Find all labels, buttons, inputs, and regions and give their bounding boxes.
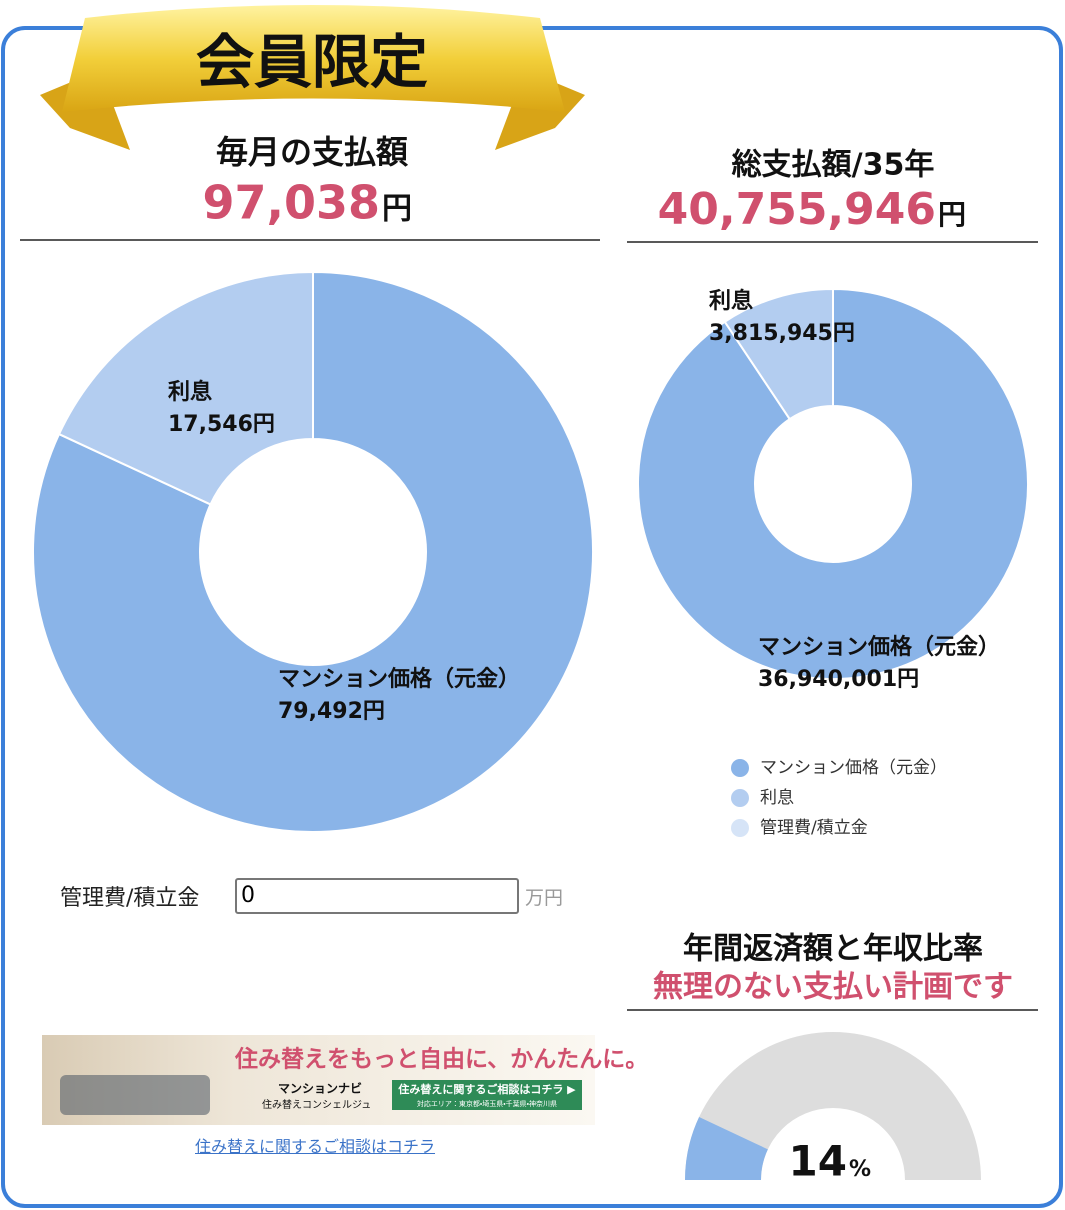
fee-label: 管理費/積立金 — [60, 886, 200, 911]
slice-name: 利息 — [168, 379, 212, 405]
legend-label: 管理費/積立金 — [760, 818, 868, 838]
fee-unit: 万円 — [525, 887, 564, 909]
slice-name: 利息 — [709, 288, 753, 314]
banner-photo — [60, 1075, 210, 1115]
gauge-track — [685, 1032, 981, 1180]
legend-swatch — [731, 759, 749, 777]
banner[interactable]: 住み替えをもっと自由に、かんたんに。 マンションナビ 住み替えコンシェルジュ 住… — [42, 1035, 648, 1125]
banner-headline: 住み替えをもっと自由に、かんたんに。 — [234, 1046, 648, 1073]
gauge-fill — [685, 1116, 768, 1180]
slice-value: 79,492円 — [278, 699, 385, 724]
legend-swatch — [731, 819, 749, 837]
gauge-value: 14 — [789, 1137, 847, 1186]
donut-slice — [32, 270, 594, 833]
banner-button-text: 住み替えに関するご相談はコチラ ▶ — [397, 1082, 576, 1096]
slice-value: 3,815,945円 — [709, 321, 855, 346]
donut-slice — [723, 287, 834, 421]
legend-label: 利息 — [760, 788, 794, 808]
slice-name: マンション価格（元金） — [758, 634, 1000, 660]
total-unit: 円 — [938, 198, 966, 231]
ribbon — [62, 5, 565, 112]
monthly-title: 毎月の支払額 — [216, 133, 409, 171]
badge-text: 会員限定 — [196, 28, 428, 96]
total-title: 総支払額/35年 — [732, 148, 935, 183]
gauge-subtitle: 無理のない支払い計画です — [653, 970, 1013, 1005]
slice-value: 17,546円 — [168, 412, 275, 437]
fee-input[interactable]: 0 — [235, 878, 519, 914]
banner-brand: マンションナビ — [278, 1081, 362, 1096]
banner-area: 対応エリア：東京都・埼玉県・千葉県・神奈川県 — [417, 1099, 557, 1108]
monthly-amount: 97,038 — [202, 176, 380, 230]
slice-value: 36,940,001円 — [758, 667, 919, 692]
slice-name: マンション価格（元金） — [278, 666, 520, 692]
total-amount: 40,755,946 — [658, 184, 936, 235]
legend-label: マンション価格（元金） — [760, 758, 947, 778]
donut-slice — [57, 270, 314, 506]
consult-link[interactable]: 住み替えに関するご相談はコチラ — [195, 1137, 436, 1156]
donut-slice — [637, 287, 1029, 680]
monthly-unit: 円 — [382, 192, 412, 227]
banner-button[interactable] — [392, 1080, 582, 1110]
gauge-title: 年間返済額と年収比率 — [683, 932, 983, 967]
legend-swatch — [731, 789, 749, 807]
gauge-unit: % — [849, 1157, 871, 1182]
banner-brand-sub: 住み替えコンシェルジュ — [262, 1098, 371, 1111]
